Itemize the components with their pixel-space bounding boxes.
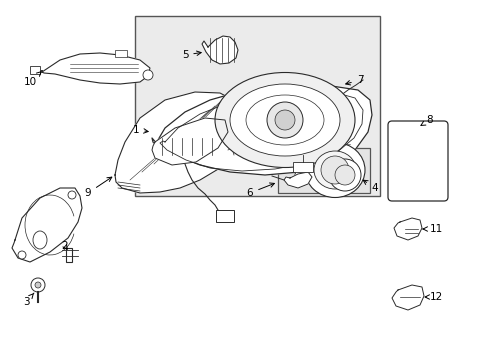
Circle shape (295, 170, 305, 180)
Polygon shape (202, 36, 238, 64)
Polygon shape (392, 285, 424, 310)
Bar (66, 248, 72, 262)
Ellipse shape (215, 72, 355, 167)
Text: 5: 5 (182, 50, 201, 60)
Circle shape (143, 70, 153, 80)
Text: 9: 9 (85, 177, 112, 198)
Bar (293, 162, 313, 172)
Circle shape (329, 159, 361, 191)
Ellipse shape (305, 143, 365, 198)
Circle shape (68, 191, 76, 199)
Polygon shape (308, 100, 355, 150)
Text: 7: 7 (346, 75, 363, 85)
Text: 2: 2 (62, 241, 68, 251)
Text: 10: 10 (24, 72, 41, 87)
Circle shape (321, 156, 349, 184)
Polygon shape (12, 188, 82, 262)
Polygon shape (394, 218, 422, 240)
Text: 4: 4 (363, 180, 378, 193)
Circle shape (31, 278, 45, 292)
Bar (115, 50, 127, 57)
Bar (135, 16, 380, 196)
Ellipse shape (314, 151, 356, 189)
Circle shape (35, 282, 41, 288)
Circle shape (275, 110, 295, 130)
Polygon shape (152, 118, 228, 165)
Polygon shape (152, 85, 372, 175)
Bar (278, 148, 370, 193)
Polygon shape (42, 53, 150, 84)
Circle shape (335, 165, 355, 185)
Polygon shape (284, 172, 312, 188)
FancyBboxPatch shape (388, 121, 448, 201)
Bar (30, 66, 40, 74)
Text: 1: 1 (133, 125, 148, 135)
Bar (216, 210, 234, 222)
Text: 3: 3 (23, 293, 34, 307)
Ellipse shape (230, 84, 340, 156)
Polygon shape (115, 92, 242, 193)
Circle shape (267, 102, 303, 138)
Ellipse shape (33, 231, 47, 249)
Circle shape (18, 251, 26, 259)
Text: 11: 11 (423, 224, 442, 234)
Text: 8: 8 (421, 115, 433, 125)
Text: 6: 6 (246, 183, 274, 198)
Text: 12: 12 (425, 292, 442, 302)
Ellipse shape (246, 95, 324, 145)
